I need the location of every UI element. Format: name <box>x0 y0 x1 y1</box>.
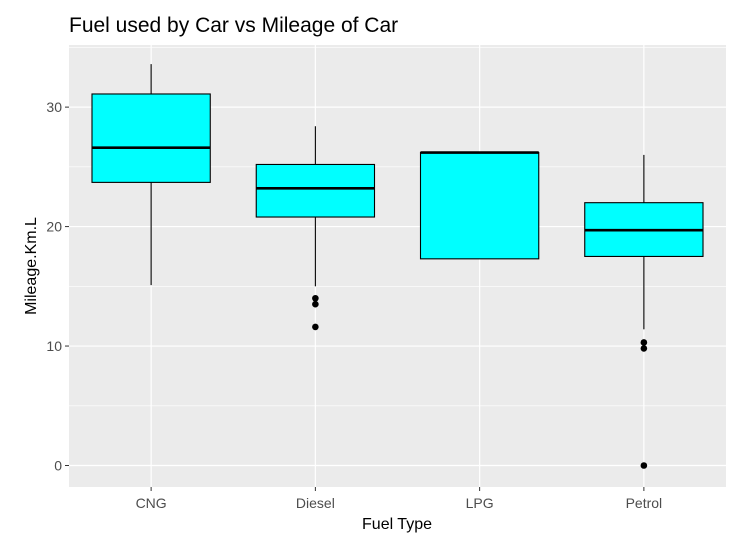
box-petrol <box>584 154 704 469</box>
x-tick-label: Petrol <box>626 495 663 511</box>
x-tick-label: CNG <box>136 495 167 511</box>
x-tick-label: Diesel <box>296 495 335 511</box>
outlier-point <box>312 300 319 308</box>
outlier-point <box>640 345 648 352</box>
y-axis: 0 10 20 30 <box>46 99 69 473</box>
x-tick-label: LPG <box>466 495 494 511</box>
box-body <box>419 151 540 260</box>
chart-title: Fuel used by Car vs Mileage of Car <box>69 14 398 37</box>
y-tick-label: 20 <box>46 219 62 235</box>
box-cng <box>91 64 211 286</box>
x-axis: CNG Diesel LPG Petrol <box>136 487 663 511</box>
y-tick-label: 0 <box>54 457 62 473</box>
boxes <box>91 64 704 469</box>
box-diesel <box>255 126 376 331</box>
y-tick-label: 30 <box>46 99 62 115</box>
x-axis-title: Fuel Type <box>362 516 432 533</box>
box-body <box>91 93 211 183</box>
box-body <box>255 163 376 218</box>
box-lpg <box>419 151 540 260</box>
outlier-point <box>312 323 319 331</box>
outlier-point <box>312 294 319 302</box>
outlier-point <box>640 339 648 346</box>
outlier-point <box>640 462 648 469</box>
y-axis-title: Mileage.Km.L <box>23 217 40 315</box>
y-tick-label: 10 <box>46 338 62 354</box>
